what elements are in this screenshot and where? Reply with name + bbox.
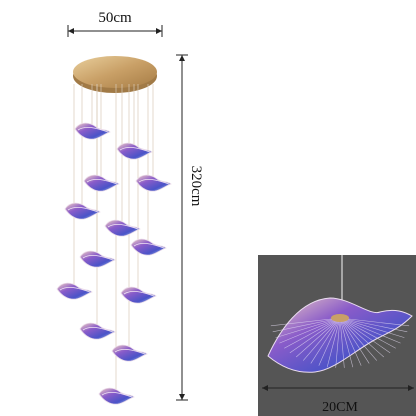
- rib: [339, 317, 410, 327]
- rib: [339, 317, 378, 361]
- rib: [295, 317, 341, 358]
- pendant: [56, 282, 93, 300]
- rib: [326, 317, 341, 368]
- rib: [284, 317, 341, 349]
- height-dimension: 320cm: [176, 54, 204, 401]
- rib: [339, 317, 405, 338]
- rib: [302, 317, 341, 361]
- rib: [339, 317, 354, 368]
- rib: [289, 317, 341, 354]
- height-label: 320cm: [188, 166, 204, 207]
- pendant: [83, 174, 120, 192]
- rib: [339, 317, 396, 349]
- pendant: [120, 286, 157, 304]
- rib: [339, 317, 391, 354]
- rib: [318, 317, 341, 366]
- chandelier: [56, 56, 172, 405]
- rib: [279, 317, 341, 344]
- pendant: [64, 202, 101, 220]
- rib: [275, 317, 341, 338]
- pendant: [74, 122, 111, 140]
- rib: [339, 317, 401, 344]
- pendant: [104, 219, 141, 237]
- width-dimension: 50cm: [67, 10, 163, 37]
- rib: [310, 317, 341, 364]
- pendant: [98, 387, 135, 405]
- pendant: [130, 238, 167, 256]
- rib: [339, 317, 385, 358]
- rib: [339, 317, 345, 368]
- width-label: 50cm: [98, 10, 132, 26]
- detail-inset: 20CM: [258, 255, 416, 416]
- rib: [339, 317, 370, 364]
- pendant: [79, 250, 116, 268]
- rib: [272, 317, 341, 333]
- rib: [339, 317, 408, 333]
- rib: [339, 317, 362, 366]
- pendant: [135, 174, 172, 192]
- pendant: [79, 322, 116, 340]
- inset-label: 20CM: [322, 400, 358, 415]
- pendant: [111, 344, 148, 362]
- rib: [335, 317, 341, 368]
- rib: [270, 317, 341, 327]
